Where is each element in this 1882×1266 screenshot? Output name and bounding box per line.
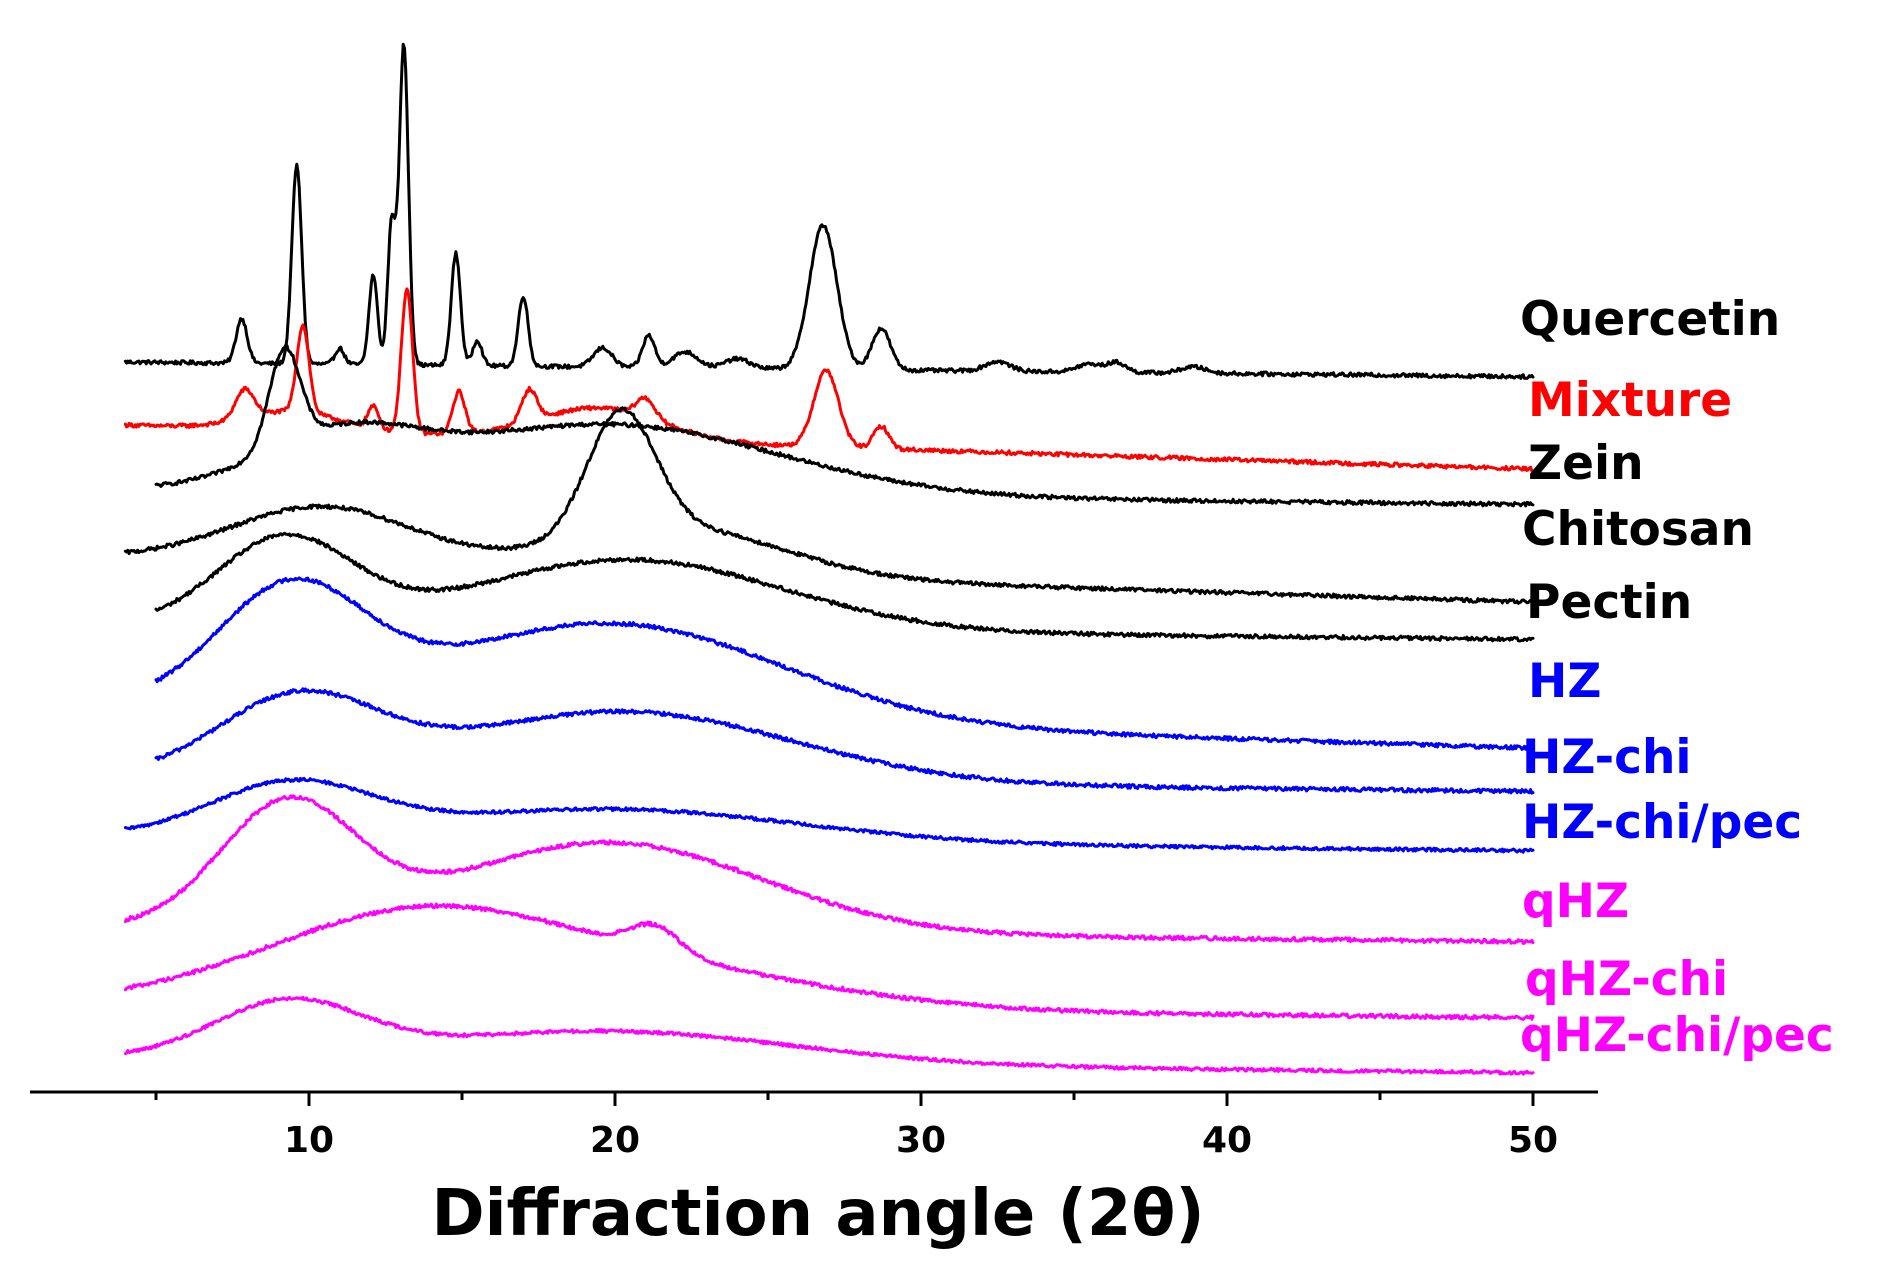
trace-chitosan	[123, 406, 1535, 605]
trace-zein	[154, 343, 1535, 508]
x-tick-label: 10	[284, 1120, 334, 1161]
trace-hz	[154, 576, 1535, 751]
x-tick-label: 30	[896, 1120, 946, 1161]
label-qhz-chi-pec: qHZ-chi/pec	[1520, 1008, 1834, 1063]
trace-quercetin	[123, 42, 1535, 380]
trace-qhz	[123, 794, 1535, 945]
x-axis: 10 20 30 40 50	[30, 1090, 1598, 1161]
trace-mixture	[123, 287, 1535, 473]
traces-group	[123, 42, 1535, 1076]
label-mixture: Mixture	[1528, 373, 1732, 428]
x-tick-label: 20	[590, 1120, 640, 1161]
x-tick-label: 40	[1202, 1120, 1252, 1161]
label-zein: Zein	[1528, 436, 1644, 491]
trace-qhz-chi	[123, 902, 1535, 1021]
label-hz-chi-pec: HZ-chi/pec	[1522, 795, 1802, 850]
label-qhz: qHZ	[1522, 874, 1629, 929]
trace-qhz-chi-pec	[123, 995, 1535, 1076]
label-quercetin: Quercetin	[1520, 292, 1780, 347]
label-qhz-chi: qHZ-chi	[1525, 952, 1728, 1007]
trace-pectin	[154, 531, 1535, 643]
label-hz: HZ	[1528, 654, 1601, 709]
trace-hz-chi	[154, 687, 1535, 795]
x-axis-title: Diffraction angle (2θ)	[431, 1177, 1204, 1251]
series-labels-group: Quercetin Mixture Zein Chitosan Pectin HZ HZ-c…	[1520, 292, 1834, 1063]
label-hz-chi: HZ-chi	[1522, 730, 1692, 785]
trace-hz-chi-pec	[123, 776, 1535, 854]
label-pectin: Pectin	[1526, 575, 1692, 630]
x-tick-label: 50	[1508, 1120, 1558, 1161]
label-chitosan: Chitosan	[1522, 502, 1754, 557]
